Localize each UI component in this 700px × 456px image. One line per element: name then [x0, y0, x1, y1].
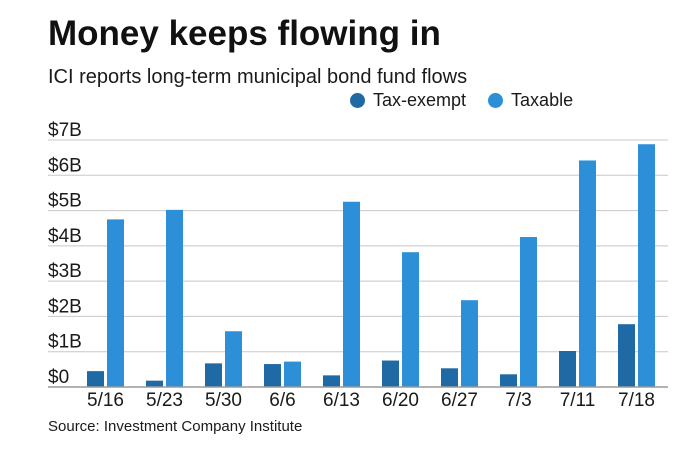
y-tick-label-0: $0: [48, 367, 69, 388]
bar-tax-exempt-1: [146, 380, 163, 387]
chart-source: Source: Investment Company Institute: [48, 418, 303, 435]
bar-taxable-9: [638, 144, 655, 387]
legend-label-taxable: Taxable: [511, 90, 574, 110]
x-tick-label-3: 6/6: [269, 390, 295, 411]
bar-taxable-6: [461, 300, 478, 387]
bar-tax-exempt-0: [87, 371, 104, 387]
x-tick-label-0: 5/16: [87, 390, 124, 411]
chart-subtitle: ICI reports long-term municipal bond fun…: [48, 66, 468, 88]
bar-taxable-7: [520, 237, 537, 387]
y-tick-label-2: $2B: [48, 296, 82, 317]
x-tick-label-8: 7/11: [560, 390, 596, 411]
bar-tax-exempt-6: [441, 368, 458, 387]
y-tick-label-7: $7B: [48, 120, 82, 141]
bar-tax-exempt-8: [559, 351, 576, 387]
bar-taxable-0: [107, 219, 124, 387]
y-tick-label-1: $1B: [48, 332, 82, 353]
bar-taxable-1: [166, 209, 183, 387]
chart-title: Money keeps flowing in: [48, 14, 441, 53]
legend-swatch-tax-exempt: [350, 93, 365, 108]
y-tick-label-5: $5B: [48, 191, 82, 212]
chart-legend: Tax-exempt Taxable: [350, 90, 595, 111]
bar-taxable-3: [284, 361, 301, 387]
bar-tax-exempt-9: [618, 324, 635, 387]
x-tick-label-5: 6/20: [382, 390, 419, 411]
bar-taxable-5: [402, 252, 419, 387]
x-tick-label-4: 6/13: [323, 390, 360, 411]
x-tick-label-6: 6/27: [441, 390, 478, 411]
bar-tax-exempt-3: [264, 364, 281, 387]
y-tick-label-3: $3B: [48, 261, 82, 282]
bar-tax-exempt-7: [500, 374, 517, 387]
bar-taxable-8: [579, 160, 596, 387]
x-tick-label-7: 7/3: [505, 390, 531, 411]
bar-taxable-4: [343, 201, 360, 387]
x-tick-label-2: 5/30: [205, 390, 242, 411]
bar-taxable-2: [225, 331, 242, 387]
legend-swatch-taxable: [488, 93, 504, 108]
legend-item-tax-exempt: Tax-exempt: [350, 90, 466, 111]
y-tick-label-6: $6B: [48, 155, 82, 176]
bar-tax-exempt-4: [323, 375, 340, 387]
bar-tax-exempt-5: [382, 360, 399, 387]
legend-label-tax-exempt: Tax-exempt: [373, 90, 467, 110]
x-tick-label-1: 5/23: [146, 390, 183, 411]
x-tick-label-9: 7/18: [618, 390, 655, 411]
legend-item-taxable: Taxable: [488, 90, 573, 111]
bar-tax-exempt-2: [205, 363, 222, 387]
y-tick-label-4: $4B: [48, 226, 82, 247]
